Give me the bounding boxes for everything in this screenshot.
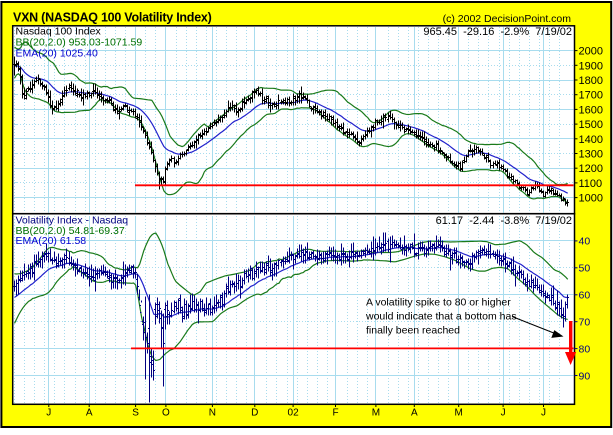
svg-text:N: N [209, 408, 216, 419]
svg-text:1600: 1600 [579, 104, 603, 116]
svg-text:A: A [86, 408, 93, 419]
svg-text:1900: 1900 [579, 60, 603, 72]
svg-text:J: J [541, 408, 546, 419]
svg-text:VXN (NASDAQ 100 Volatility Ind: VXN (NASDAQ 100 Volatility Index) [13, 11, 212, 25]
svg-text:80: 80 [579, 343, 591, 355]
svg-text:40: 40 [579, 236, 591, 248]
svg-text:1500: 1500 [579, 119, 603, 131]
svg-text:BB(20,2.0) 953.03-1071.59: BB(20,2.0) 953.03-1071.59 [16, 37, 143, 49]
svg-text:A: A [411, 408, 418, 419]
svg-text:S: S [132, 408, 139, 419]
svg-text:Nasdaq 100 Index: Nasdaq 100 Index [16, 26, 102, 38]
svg-text:F: F [332, 408, 338, 419]
svg-text:EMA(20) 61.58: EMA(20) 61.58 [16, 235, 87, 247]
svg-text:M: M [372, 408, 380, 419]
svg-text:A volatility spike to 80 or hi: A volatility spike to 80 or higher [366, 297, 511, 309]
svg-text:02: 02 [288, 408, 300, 419]
svg-text:1800: 1800 [579, 75, 603, 87]
svg-text:1700: 1700 [579, 90, 603, 102]
svg-text:Volatility Index - Nasdaq: Volatility Index - Nasdaq [16, 215, 129, 227]
svg-text:would indicate that a bottom h: would indicate that a bottom has [365, 311, 517, 323]
svg-text:90: 90 [579, 370, 591, 382]
svg-text:M: M [455, 408, 463, 419]
svg-text:1300: 1300 [579, 149, 603, 161]
svg-text:1000: 1000 [579, 193, 603, 205]
svg-text:EMA(20) 1025.40: EMA(20) 1025.40 [16, 48, 98, 60]
svg-text:965.45 -29.16 -2.9% 7/19/02: 965.45 -29.16 -2.9% 7/19/02 [423, 26, 572, 38]
svg-text:61.17 -2.44 -3.8% 7/19/02: 61.17 -2.44 -3.8% 7/19/02 [436, 215, 572, 227]
svg-text:1400: 1400 [579, 134, 603, 146]
svg-text:O: O [162, 408, 170, 419]
svg-text:J: J [501, 408, 506, 419]
svg-text:finally been reached: finally been reached [366, 325, 460, 337]
svg-text:1200: 1200 [579, 163, 603, 175]
svg-text:50: 50 [579, 263, 591, 275]
svg-text:D: D [251, 408, 258, 419]
svg-text:BB(20,2.0) 54.81-69.37: BB(20,2.0) 54.81-69.37 [16, 225, 125, 237]
svg-text:70: 70 [579, 317, 591, 329]
svg-text:(c) 2002 DecisionPoint.com: (c) 2002 DecisionPoint.com [443, 13, 572, 25]
svg-text:2000: 2000 [579, 46, 603, 58]
svg-text:1100: 1100 [579, 178, 603, 190]
svg-text:J: J [46, 408, 51, 419]
svg-text:60: 60 [579, 290, 591, 302]
